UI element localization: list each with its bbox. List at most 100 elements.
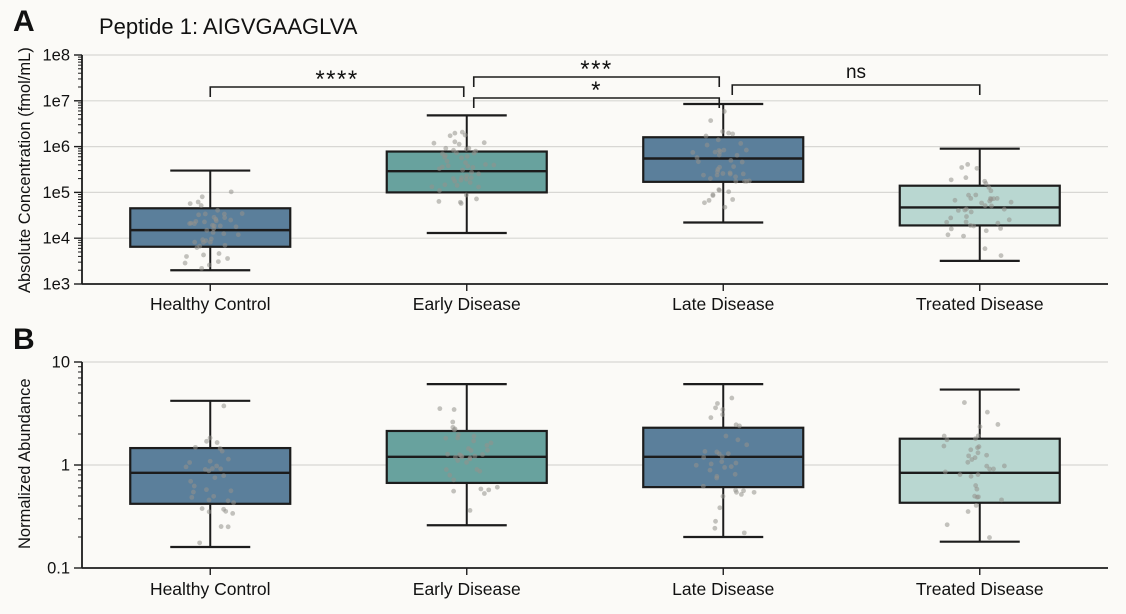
scatter-point <box>478 486 484 492</box>
scatter-point <box>192 239 198 245</box>
scatter-point <box>206 468 212 474</box>
scatter-point <box>968 447 974 453</box>
scatter-point <box>733 174 738 180</box>
scatter-point <box>983 228 989 234</box>
category-label: Treated Disease <box>916 294 1044 314</box>
y-tick-label: 1e3 <box>42 276 70 294</box>
scatter-point <box>941 433 947 439</box>
y-tick-label: 1e7 <box>42 92 70 110</box>
scatter-point <box>962 207 968 213</box>
significance-label: * <box>591 77 602 104</box>
scatter-point <box>702 449 708 454</box>
scatter-point <box>973 192 979 198</box>
scatter-point <box>468 448 474 453</box>
scatter-point <box>429 184 435 190</box>
scatter-point <box>744 442 750 448</box>
scatter-point <box>445 451 450 457</box>
scatter-point <box>741 488 746 494</box>
scatter-point <box>716 187 722 193</box>
scatter-point <box>713 405 718 411</box>
scatter-point <box>948 177 954 183</box>
scatter-point <box>222 242 228 248</box>
scatter-point <box>225 524 231 530</box>
scatter-point <box>221 403 227 409</box>
scatter-point <box>182 260 188 266</box>
scatter-point <box>233 224 239 230</box>
panel-a-label: A <box>13 5 35 38</box>
scatter-point <box>184 254 189 259</box>
scatter-point <box>982 178 988 184</box>
scatter-point <box>437 188 442 193</box>
scatter-point <box>982 203 988 209</box>
y-tick-label: 1e8 <box>42 47 70 65</box>
scatter-point <box>984 452 990 458</box>
scatter-point <box>443 435 449 441</box>
scatter-point <box>203 238 209 244</box>
scatter-point <box>206 497 212 503</box>
scatter-point <box>452 130 458 136</box>
scatter-point <box>966 453 972 459</box>
scatter-point <box>221 506 227 512</box>
y-tick-label: 10 <box>52 354 70 372</box>
scatter-point <box>210 230 216 235</box>
scatter-point <box>216 251 222 256</box>
scatter-point <box>187 201 193 206</box>
panel-b-chart: 0.1 1 10 Healthy Control Early Disease Late D… <box>47 354 1108 599</box>
scatter-point <box>959 165 965 170</box>
scatter-point <box>975 472 981 477</box>
panel-a-chart: 1e3 1e4 1e5 1e6 1e7 1e8 Healthy Control Early D… <box>42 47 1108 314</box>
scatter-point <box>995 422 1001 427</box>
scatter-point <box>965 509 971 514</box>
scatter-point <box>221 231 227 237</box>
significance-bracket <box>209 86 465 97</box>
scatter-point <box>998 253 1004 259</box>
scatter-point <box>726 130 732 136</box>
scatter-point <box>480 452 485 457</box>
scatter-point <box>720 171 726 176</box>
category-label: Healthy Control <box>150 294 271 314</box>
scatter-point <box>204 487 209 493</box>
scatter-point <box>442 182 448 188</box>
scatter-point <box>214 440 220 445</box>
scatter-point <box>984 409 990 415</box>
y-tick-label: 1e5 <box>42 184 70 202</box>
scatter-point <box>225 456 231 462</box>
scatter-point <box>1001 206 1007 212</box>
scatter-point <box>975 445 980 451</box>
scatter-point <box>210 222 215 228</box>
scatter-point <box>225 256 230 261</box>
y-tick-label: 0.1 <box>47 560 70 578</box>
scatter-point <box>454 150 459 156</box>
scatter-point <box>474 196 479 202</box>
scatter-point <box>733 422 739 428</box>
scatter-point <box>1006 217 1012 223</box>
scatter-point <box>746 178 752 184</box>
scatter-point <box>723 433 729 439</box>
scatter-point <box>192 221 197 227</box>
scatter-point <box>714 473 720 479</box>
scatter-point <box>210 466 215 471</box>
scatter-point <box>447 133 453 139</box>
category-label: Healthy Control <box>150 579 271 599</box>
scatter-point <box>228 488 234 494</box>
scatter-point <box>212 475 218 481</box>
scatter-point <box>476 184 481 190</box>
scatter-point <box>467 180 473 185</box>
scatter-point <box>715 137 721 143</box>
scatter-point <box>456 141 462 147</box>
scatter-point <box>202 211 208 217</box>
scatter-point <box>707 467 713 473</box>
box-treated-disease <box>898 437 1061 504</box>
scatter-point <box>973 502 979 508</box>
scatter-point <box>445 163 451 169</box>
scatter-point <box>734 489 739 495</box>
scatter-point <box>198 203 204 208</box>
scatter-point <box>230 511 236 516</box>
significance-label: *** <box>580 56 613 83</box>
scatter-point <box>202 219 207 225</box>
significance-label: **** <box>315 66 358 93</box>
scatter-point <box>431 140 437 146</box>
scatter-point <box>973 436 978 441</box>
scatter-point <box>991 196 996 202</box>
